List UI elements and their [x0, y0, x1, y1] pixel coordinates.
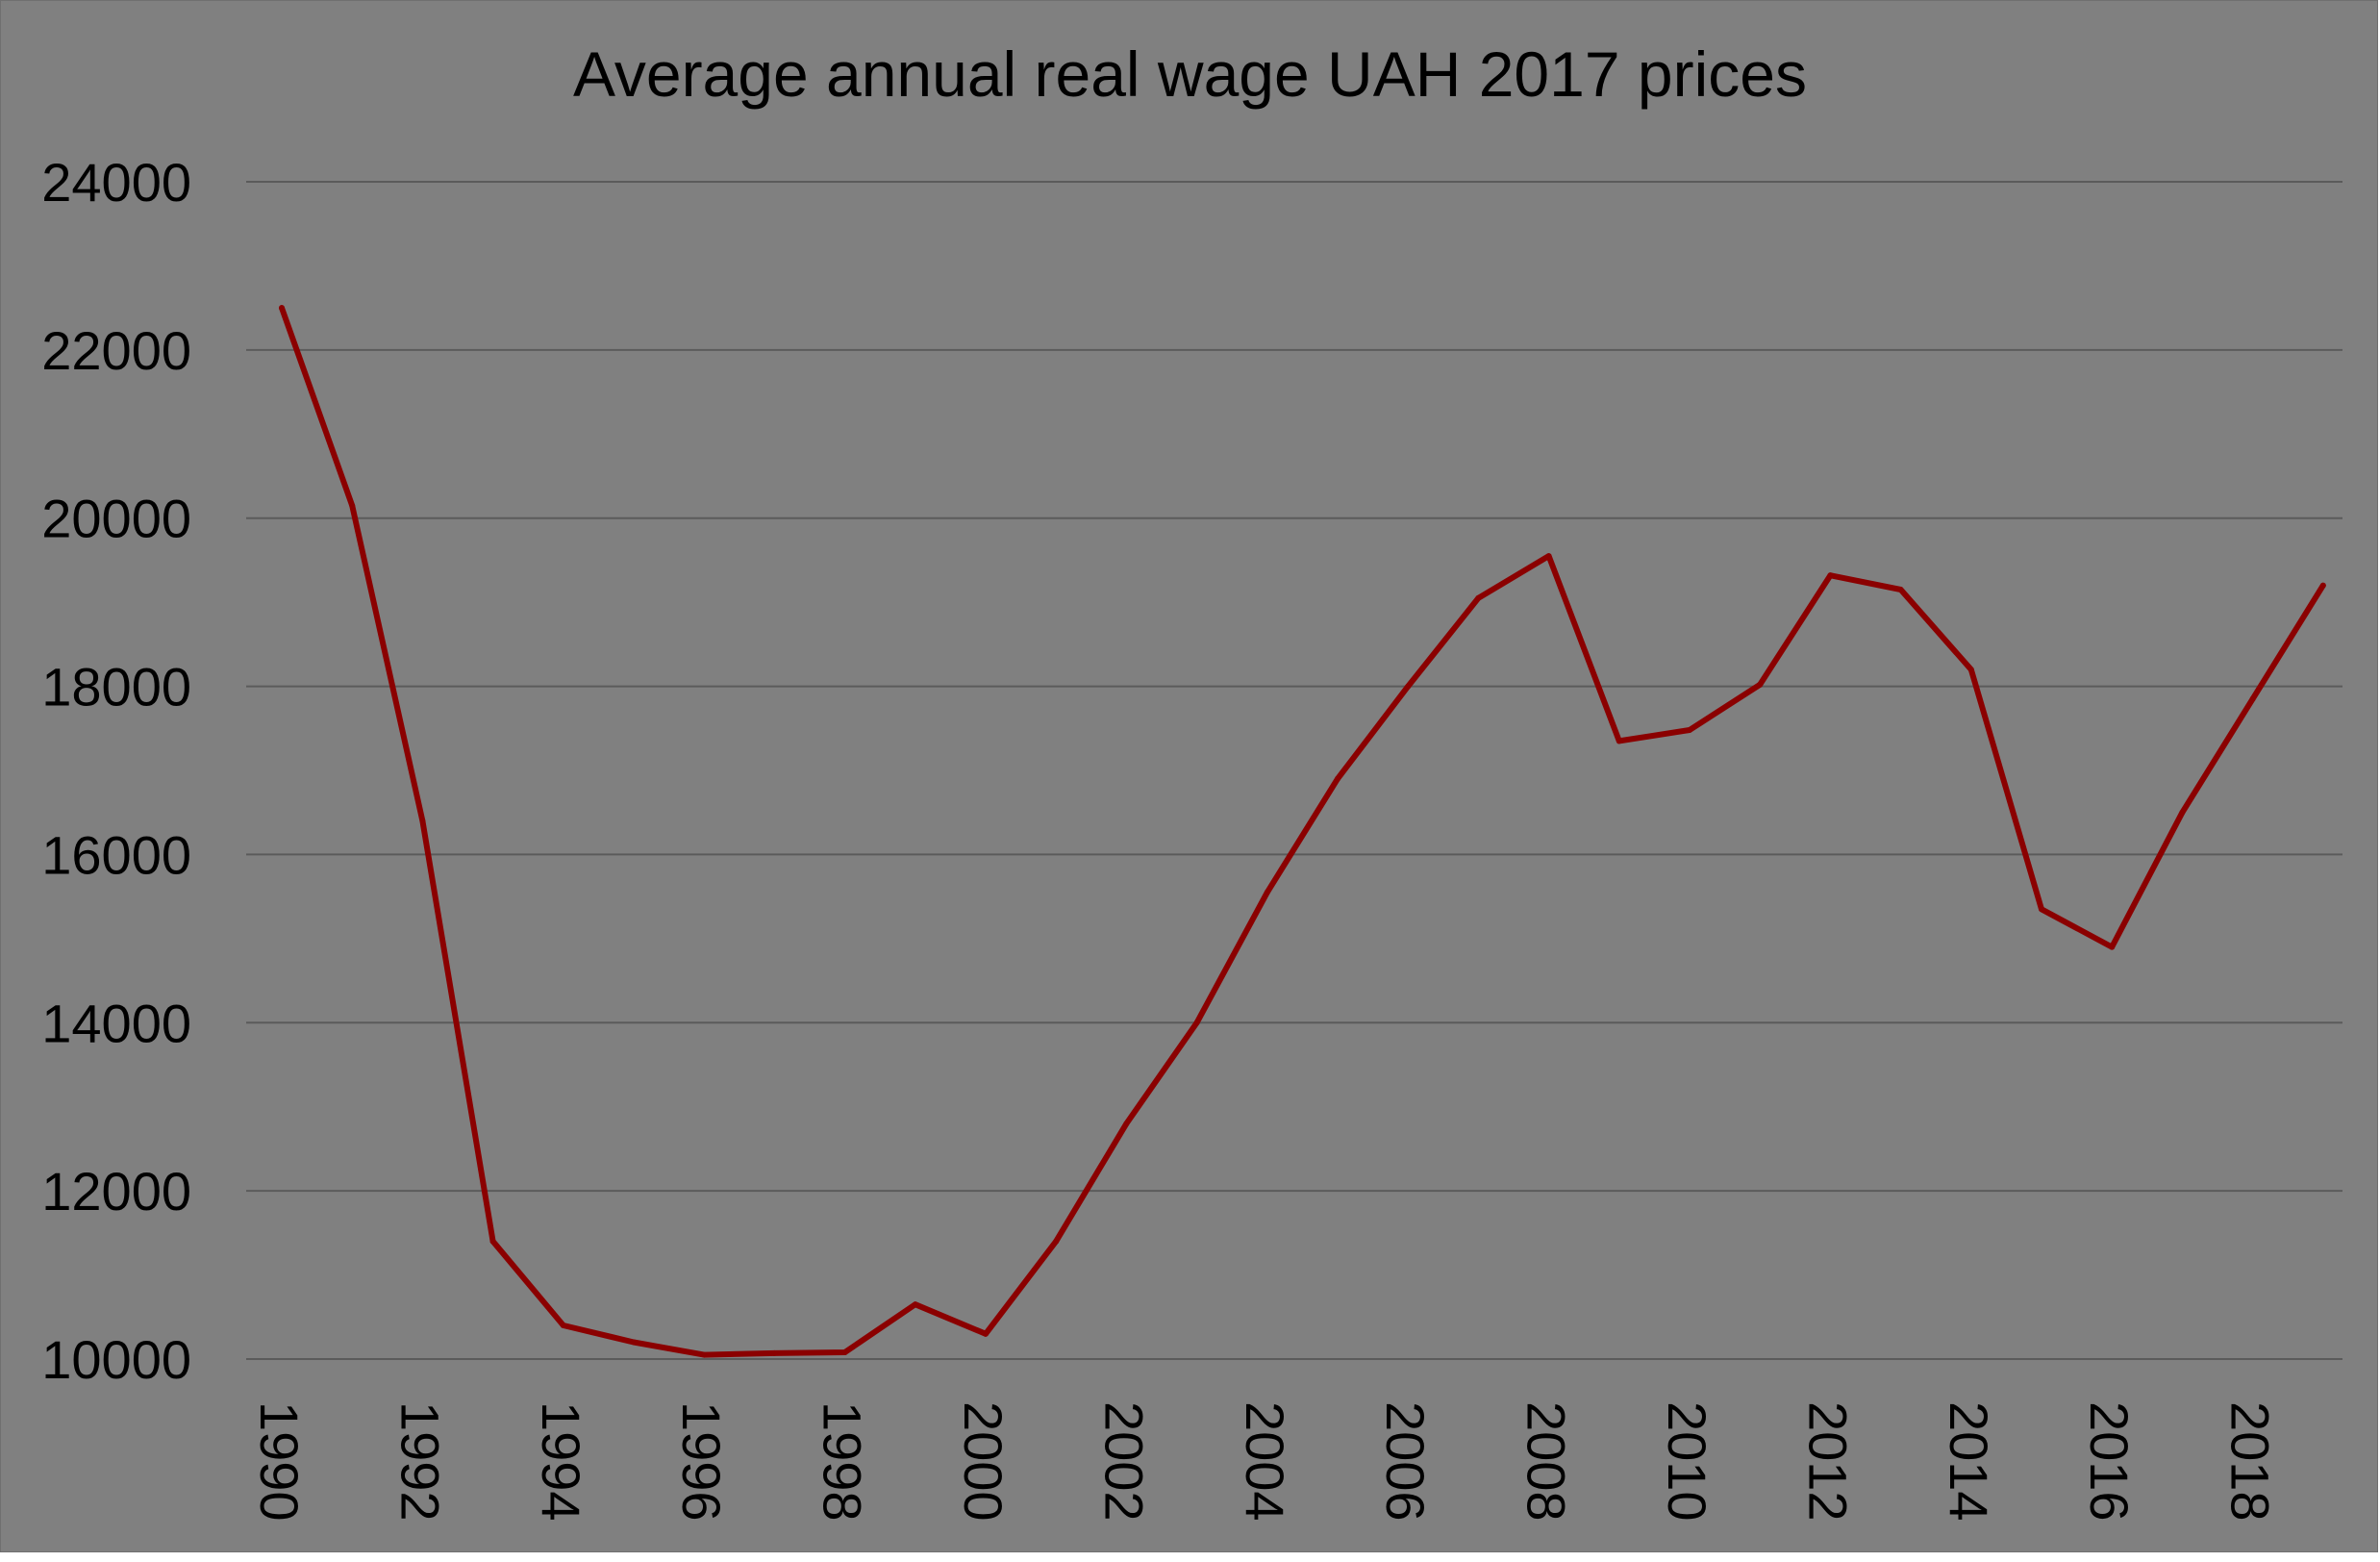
data-point: [1687, 727, 1692, 733]
data-point: [1405, 683, 1412, 690]
data-point: [1053, 1238, 1060, 1245]
data-point: [2249, 695, 2256, 702]
x-tick-label: 2010: [1657, 1401, 1717, 1522]
data-point: [560, 1323, 566, 1328]
data-point: [841, 1349, 848, 1355]
x-tick-label: 2002: [1093, 1401, 1154, 1522]
data-point: [419, 818, 426, 824]
data-point: [1123, 1121, 1130, 1127]
data-point: [631, 1339, 637, 1346]
data-point: [1897, 587, 1904, 592]
data-point: [2039, 906, 2044, 913]
data-point: [1335, 775, 1340, 782]
x-tick-label: 1990: [249, 1401, 310, 1522]
y-tick-label: 22000: [41, 320, 191, 381]
y-tick-label: 24000: [41, 152, 191, 213]
data-point: [279, 305, 285, 312]
x-tick-label: 1998: [813, 1401, 873, 1522]
data-point: [983, 1330, 989, 1337]
y-tick-label: 18000: [41, 657, 191, 718]
data-point: [701, 1351, 708, 1358]
series-layer: [279, 305, 2326, 1358]
x-tick-label: 2012: [1797, 1401, 1858, 1522]
x-tick-label: 1994: [531, 1401, 591, 1522]
gridlines: [246, 181, 2342, 1360]
y-tick-label: 10000: [41, 1329, 191, 1390]
data-point: [912, 1301, 918, 1308]
x-tick-label: 2000: [953, 1401, 1014, 1522]
y-tick-label: 16000: [41, 824, 191, 885]
data-point: [1264, 889, 1270, 895]
data-point: [1757, 681, 1764, 688]
x-tick-label: 2018: [2220, 1401, 2281, 1522]
data-point: [489, 1238, 496, 1245]
x-tick-label: 2016: [2079, 1401, 2140, 1522]
chart-title: Average annual real wage UAH 2017 prices: [573, 38, 1807, 110]
x-tick-label: 1992: [389, 1401, 450, 1522]
data-point: [349, 502, 356, 509]
x-tick-label: 2006: [1375, 1401, 1436, 1522]
data-point: [1967, 667, 1974, 673]
x-tick-label: 2014: [1939, 1401, 1999, 1522]
data-point: [1616, 738, 1622, 744]
x-axis-ticks: 1990 1992 1994 1996 1998 2000 2002 2004 2006 2008…: [249, 1401, 2281, 1522]
data-point: [2109, 944, 2116, 950]
data-point: [1827, 572, 1834, 579]
data-point: [771, 1349, 778, 1356]
data-point: [1545, 553, 1552, 560]
y-tick-label: 20000: [41, 489, 191, 549]
y-tick-label: 12000: [41, 1161, 191, 1222]
x-tick-label: 2008: [1516, 1401, 1577, 1522]
x-tick-label: 2004: [1235, 1401, 1295, 1522]
y-tick-label: 14000: [41, 993, 191, 1053]
data-point: [2319, 582, 2326, 589]
data-point: [2179, 809, 2186, 816]
data-point: [1475, 594, 1482, 601]
data-point: [1193, 1020, 1200, 1026]
series-line: [279, 305, 2326, 1358]
y-axis-ticks: 10000 12000 14000 16000 18000 20000 22000 24000: [41, 152, 191, 1390]
x-tick-label: 1996: [671, 1401, 732, 1522]
